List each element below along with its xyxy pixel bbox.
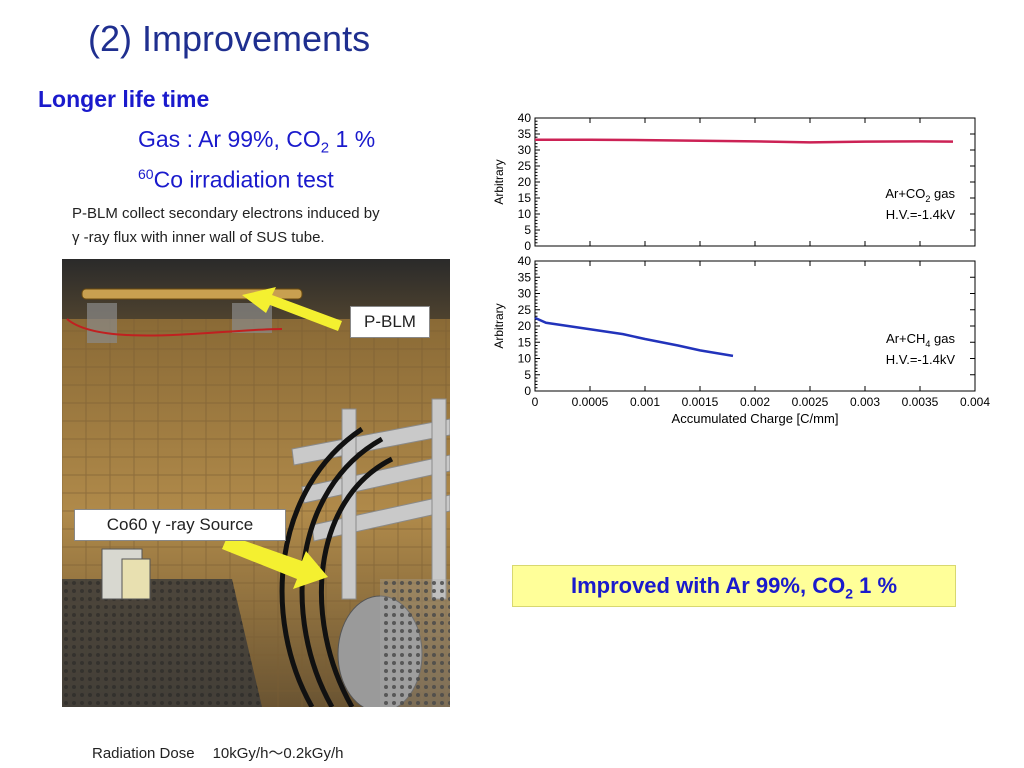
subheading: Longer life time	[38, 86, 210, 112]
x-tick-label: 0.004	[960, 395, 990, 409]
improved-subscript: 2	[845, 585, 853, 602]
y-tick-label: 35	[518, 270, 532, 284]
y-tick-label: 35	[518, 127, 532, 141]
legend-voltage: H.V.=-1.4kV	[886, 352, 956, 367]
y-tick-label: 20	[518, 319, 532, 333]
y-tick-label: 5	[524, 223, 531, 237]
note-line-1: P-BLM collect secondary electrons induce…	[72, 205, 380, 222]
legend-gas: Ar+CH4 gas	[886, 331, 955, 349]
y-tick-label: 0	[524, 239, 531, 253]
gas-subscript: 2	[320, 139, 330, 157]
x-tick-label: 0.0015	[682, 395, 719, 409]
y-tick-label: 40	[518, 111, 532, 125]
x-tick-label: 0.0025	[792, 395, 829, 409]
y-tick-label: 15	[518, 335, 532, 349]
slide-title: (2) Improvements	[88, 18, 371, 59]
x-axis-label: Accumulated Charge [C/mm]	[672, 411, 839, 426]
y-axis-label: Arbitrary	[492, 303, 506, 348]
dose-label: Radiation Dose	[92, 745, 195, 762]
x-tick-label: 0.002	[740, 395, 770, 409]
legend-gas: Ar+CO2 gas	[885, 186, 955, 204]
x-tick-label: 0.0035	[902, 395, 939, 409]
y-tick-label: 10	[518, 207, 532, 221]
x-tick-label: 0.003	[850, 395, 880, 409]
y-tick-label: 40	[518, 254, 532, 268]
y-tick-label: 10	[518, 352, 532, 366]
chart-1: 0 5 10 15 20 25 30 35 40 Arbitrary Ar+CO2 gas H.V.=…	[492, 111, 976, 253]
y-tick-label: 25	[518, 303, 532, 317]
x-tick-label: 0.0005	[572, 395, 609, 409]
gas-composition: Gas : Ar 99%, CO2 1 %	[138, 126, 375, 157]
y-axis-label: Arbitrary	[492, 159, 506, 204]
legend-voltage: H.V.=-1.4kV	[886, 207, 956, 222]
source-arrow	[222, 535, 328, 589]
irradiation-text: Co irradiation test	[153, 166, 334, 193]
y-tick-label: 20	[518, 175, 532, 189]
pblm-label: P-BLM	[350, 306, 430, 338]
improved-banner: Improved with Ar 99%, CO2 1 %	[512, 565, 956, 607]
x-tick-label: 0.001	[630, 395, 660, 409]
description-note: P-BLM collect secondary electrons induce…	[72, 202, 462, 250]
series-line	[534, 316, 734, 358]
plot-frame	[534, 260, 976, 392]
gas-suffix: 1 %	[329, 126, 376, 152]
x-tick-label: 0	[532, 395, 539, 409]
y-tick-label: 30	[518, 287, 532, 301]
irradiation-test: 60Co irradiation test	[138, 166, 334, 194]
y-tick-label: 5	[524, 368, 531, 382]
radiation-dose: Radiation Dose 10kGy/h〜0.2kGy/h	[92, 742, 343, 763]
gas-prefix: Gas : Ar 99%, CO	[138, 126, 321, 152]
y-tick-label: 25	[518, 159, 532, 173]
note-line-2: γ -ray flux with inner wall of SUS tube.	[72, 229, 325, 246]
series-line	[535, 138, 954, 144]
pblm-arrow	[242, 287, 342, 331]
isotope-superscript: 60	[138, 166, 154, 182]
improved-prefix: Improved with Ar 99%, CO	[570, 573, 846, 598]
y-tick-label: 15	[518, 191, 532, 205]
y-tick-label: 0	[524, 384, 531, 398]
setup-photo: P-BLM Co60 γ -ray Source	[62, 259, 450, 707]
plot-frame	[534, 117, 976, 247]
y-tick-label: 30	[518, 143, 532, 157]
source-label: Co60 γ -ray Source	[74, 509, 286, 541]
dose-value: 10kGy/h〜0.2kGy/h	[212, 745, 344, 762]
improved-suffix: 1 %	[853, 573, 898, 598]
